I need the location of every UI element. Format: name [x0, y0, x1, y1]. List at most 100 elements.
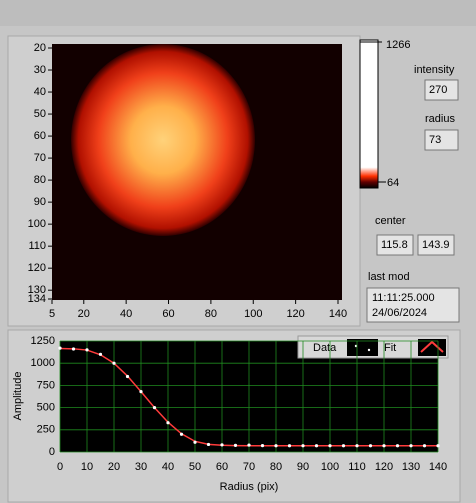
x-tick-label: 40	[162, 461, 174, 473]
data-point	[220, 443, 224, 447]
center-y-box	[417, 234, 455, 256]
data-point	[58, 346, 62, 350]
data-point	[71, 347, 76, 351]
data-point	[139, 390, 143, 394]
x-tick-label: 50	[189, 461, 201, 473]
x-tick-label: 100	[244, 308, 262, 320]
data-point	[112, 361, 116, 365]
y-tick-label: 1250	[31, 335, 55, 347]
x-tick-label: 140	[329, 308, 347, 320]
x-tick-label: 20	[78, 308, 90, 320]
data-point	[395, 444, 400, 448]
data-point	[422, 444, 427, 448]
data-point	[260, 444, 265, 448]
x-tick-label: 100	[321, 461, 339, 473]
intensity-label: intensity	[414, 64, 455, 76]
legend-label[interactable]: Data	[313, 342, 337, 354]
data-point	[368, 444, 373, 448]
last-mod-time: 11:11:25.000	[372, 292, 435, 304]
x-tick-label: 5	[49, 308, 55, 320]
beam-spot	[71, 44, 255, 236]
data-point	[355, 444, 359, 448]
color-ramp	[359, 39, 379, 189]
legend-dot	[367, 348, 371, 352]
y-tick-label: 120	[28, 262, 46, 274]
last-mod-box	[366, 287, 460, 323]
x-tick-label: 20	[108, 461, 120, 473]
legend-icon[interactable]	[418, 339, 446, 356]
y-tick-label: 500	[37, 402, 55, 414]
data-point	[85, 348, 89, 352]
data-point	[206, 442, 211, 447]
x-tick-label: 140	[429, 461, 447, 473]
y-tick-label: 30	[34, 64, 46, 76]
data-point	[409, 444, 413, 448]
radius-label: radius	[425, 113, 455, 125]
x-tick-label: 30	[135, 461, 147, 473]
x-tick-label: 60	[162, 308, 174, 320]
legend-label[interactable]: Fit	[384, 342, 396, 354]
x-tick-label: 120	[286, 308, 304, 320]
center-y: 143.9	[422, 239, 450, 251]
x-tick-label: 40	[120, 308, 132, 320]
x-tick-label: 0	[57, 461, 63, 473]
x-tick-label: 90	[297, 461, 309, 473]
data-point	[287, 444, 292, 448]
radius-box	[424, 129, 459, 151]
toolbar	[0, 0, 476, 26]
intensity-value: 270	[429, 84, 447, 96]
y-tick-label: 100	[28, 218, 46, 230]
legend-dot	[354, 344, 358, 348]
ramp-max: 1266	[386, 39, 410, 51]
center-label: center	[375, 215, 406, 227]
x-tick-label: 10	[81, 461, 93, 473]
data-point	[436, 444, 440, 448]
y-axis-label: Amplitude	[12, 372, 24, 421]
data-point	[247, 443, 251, 447]
x-tick-label: 80	[205, 308, 217, 320]
x-tick-label: 70	[243, 461, 255, 473]
data-point	[98, 352, 103, 356]
y-tick-label: 750	[37, 379, 55, 391]
y-tick-label: 1000	[31, 357, 55, 369]
center-x-box	[376, 234, 414, 256]
intensity-box	[424, 79, 459, 101]
last-mod-label: last mod	[368, 271, 410, 283]
x-tick-label: 120	[375, 461, 393, 473]
x-tick-label: 60	[216, 461, 228, 473]
x-tick-label: 130	[402, 461, 420, 473]
data-point	[274, 444, 278, 448]
data-point	[233, 443, 238, 447]
data-point	[152, 406, 157, 410]
y-tick-label: 80	[34, 174, 46, 186]
legend-icon[interactable]	[347, 339, 378, 356]
x-tick-label: 80	[270, 461, 282, 473]
x-axis-label: Radius (pix)	[220, 481, 279, 493]
data-point	[125, 374, 130, 379]
y-tick-label: 130	[28, 284, 46, 296]
data-point	[193, 440, 197, 444]
legend-fit-icon	[420, 340, 444, 353]
y-tick-label: 20	[34, 42, 46, 54]
y-tick-label: 50	[34, 108, 46, 120]
center-x: 115.8	[381, 239, 408, 251]
y-tick-label: 110	[28, 240, 46, 252]
y-tick-label: 60	[34, 130, 46, 142]
y-tick-label: 0	[49, 446, 55, 458]
data-point	[179, 432, 184, 436]
last-mod-date: 24/06/2024	[372, 307, 427, 319]
y-tick-label: 70	[34, 152, 46, 164]
ramp-min: 64	[387, 177, 399, 189]
y-tick-label: 40	[34, 86, 46, 98]
data-point	[166, 421, 170, 425]
y-tick-label: 250	[37, 424, 55, 436]
data-point	[301, 444, 305, 448]
y-tick-label: 134	[28, 293, 46, 305]
data-point	[314, 444, 319, 448]
data-point	[328, 444, 332, 448]
data-point	[382, 444, 386, 448]
data-point	[341, 444, 346, 448]
x-tick-label: 110	[348, 461, 366, 473]
y-tick-label: 90	[34, 196, 46, 208]
